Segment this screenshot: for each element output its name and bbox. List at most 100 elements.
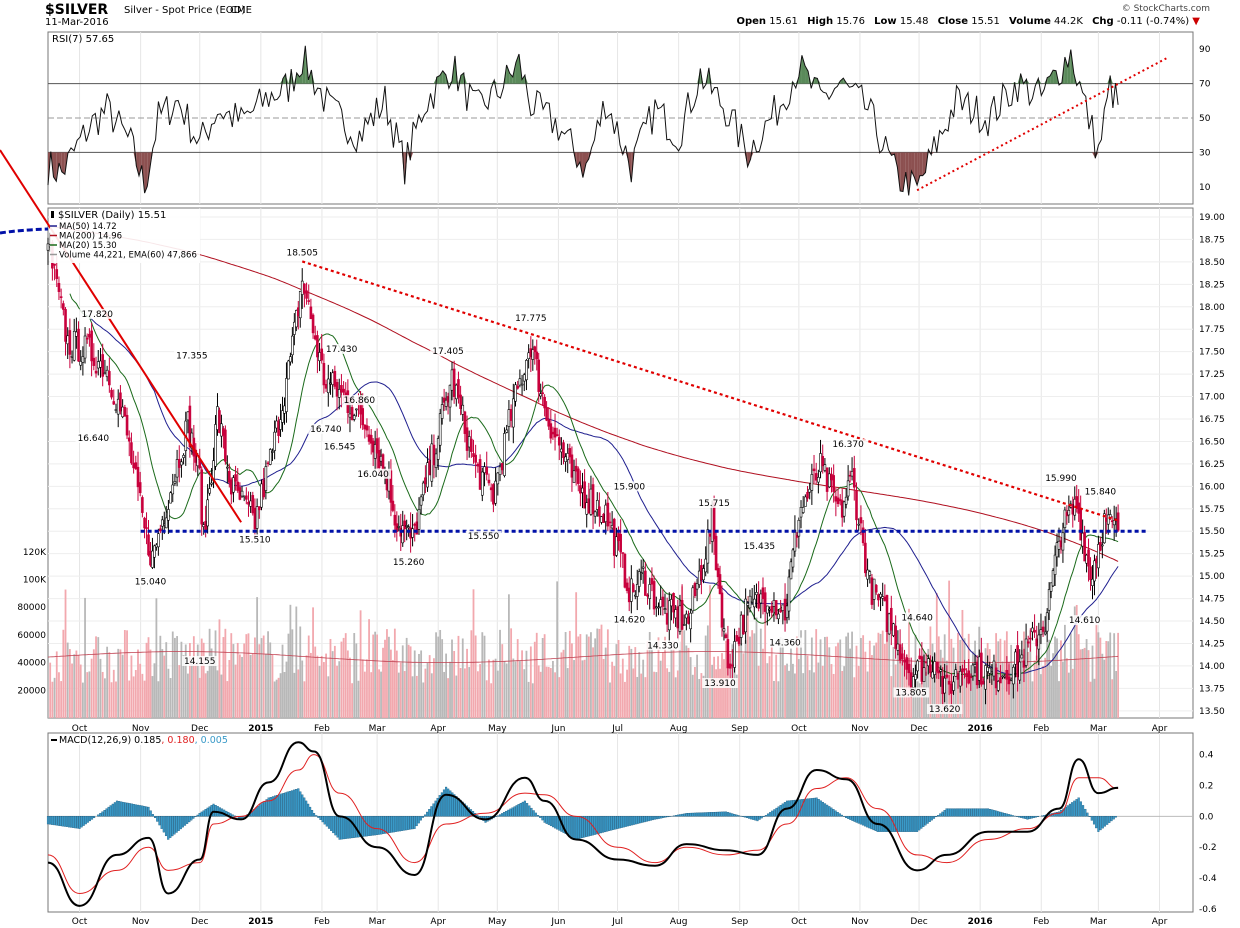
candle-body [585, 502, 589, 515]
volume-bar [590, 632, 592, 718]
price-candle [1045, 608, 1049, 642]
price-candle [313, 325, 317, 341]
volume-bar [672, 640, 675, 718]
volume-bar [918, 683, 921, 718]
candle-body [177, 458, 181, 468]
candle-body [421, 482, 425, 496]
volume-bar [755, 617, 758, 718]
volume-bar [1115, 671, 1118, 718]
macd-histogram-bar [295, 789, 298, 817]
volume-bar [357, 680, 360, 718]
macd-histogram-bar [826, 804, 829, 817]
price-annotation-bg [645, 640, 681, 651]
rsi-line [47, 45, 1119, 196]
volume-bar [115, 681, 117, 718]
volume-bar [182, 655, 185, 718]
macd-histogram-bar [278, 794, 281, 817]
macd-histogram-bar [1071, 802, 1074, 817]
volume-bar [1093, 678, 1096, 718]
candle-body [714, 535, 718, 571]
candle-body [245, 495, 248, 500]
volume-bar [204, 673, 207, 718]
price-annotation: 13.805 [895, 688, 927, 698]
volume-bar [1003, 640, 1006, 718]
candle-body [929, 664, 932, 674]
macd-histogram-bar [261, 802, 264, 817]
candle-body [99, 360, 102, 368]
macd-histogram-bar [51, 816, 54, 825]
candle-body [108, 371, 111, 386]
price-candle [757, 581, 760, 612]
candle-body [757, 594, 760, 609]
macd-histogram-bar [821, 801, 824, 817]
candle-body [309, 306, 313, 320]
candle-body [307, 300, 311, 302]
volume-bar [474, 635, 477, 718]
volume-bar [997, 641, 1000, 718]
volume-bar [476, 671, 479, 718]
price-candle [258, 506, 261, 519]
volume-bar [236, 642, 239, 718]
volume-bar [851, 631, 853, 718]
macd-histogram-bar [74, 816, 77, 829]
price-candle [935, 661, 939, 679]
price-candle [285, 362, 288, 423]
volume-bar [494, 658, 497, 718]
price-candle [481, 467, 484, 502]
volume-bar [232, 644, 235, 718]
price-candle [59, 288, 63, 309]
macd-histogram-bar [752, 816, 755, 820]
rsi-overbought-fill [814, 77, 818, 84]
candle-body [46, 243, 50, 251]
volume-bar [399, 662, 402, 718]
macd-histogram-bar [417, 816, 420, 824]
candle-body [1103, 513, 1106, 544]
macd-histogram-bar [622, 816, 625, 828]
candle-body [485, 467, 489, 475]
candle-body [79, 361, 83, 366]
volume-bar [516, 639, 519, 718]
candle-body [112, 401, 116, 405]
candle-body [868, 571, 872, 576]
candle-body [950, 683, 953, 694]
volume-bar [443, 671, 446, 718]
volume-bar [810, 637, 813, 718]
macd-histogram-bar [169, 816, 172, 838]
macd-histogram-bar [286, 791, 289, 817]
candle-body [907, 663, 911, 674]
candle-body [551, 431, 555, 435]
price-candle [543, 394, 546, 417]
volume-bar [594, 638, 597, 718]
macd-histogram-bar [1086, 812, 1089, 817]
candle-body [581, 487, 584, 493]
rsi-oversold-fill [900, 152, 904, 192]
rsi-overbought-fill [1053, 70, 1057, 84]
macd-histogram-bar [1057, 811, 1061, 817]
candle-body [438, 413, 442, 446]
candle-body [739, 614, 743, 638]
volume-bar [606, 629, 609, 718]
macd-histogram-bar [430, 806, 433, 817]
candle-body [810, 474, 814, 491]
volume-ytick-label: 120K [23, 548, 47, 558]
price-candle [483, 462, 486, 487]
candle-body [735, 635, 739, 642]
macd-histogram-bar [67, 816, 71, 828]
macd-histogram-bar [53, 816, 56, 826]
rsi-overbought-fill [460, 73, 464, 84]
price-candle [287, 359, 290, 380]
price-candle [1116, 504, 1120, 532]
price-candle [232, 475, 235, 503]
price-ytick-label: 17.25 [1199, 370, 1225, 380]
macd-histogram-bar [775, 807, 778, 817]
price-candle [999, 665, 1002, 684]
candle-body [720, 592, 724, 628]
ma200-line [47, 225, 1119, 562]
macd-histogram-bar [631, 816, 634, 826]
macd-histogram-bar [290, 790, 293, 817]
price-xtick-label: Apr [1152, 724, 1168, 734]
macd-histogram-bar [901, 816, 904, 832]
candle-body [350, 407, 354, 420]
price-candle [682, 614, 686, 626]
candle-body [200, 469, 204, 525]
